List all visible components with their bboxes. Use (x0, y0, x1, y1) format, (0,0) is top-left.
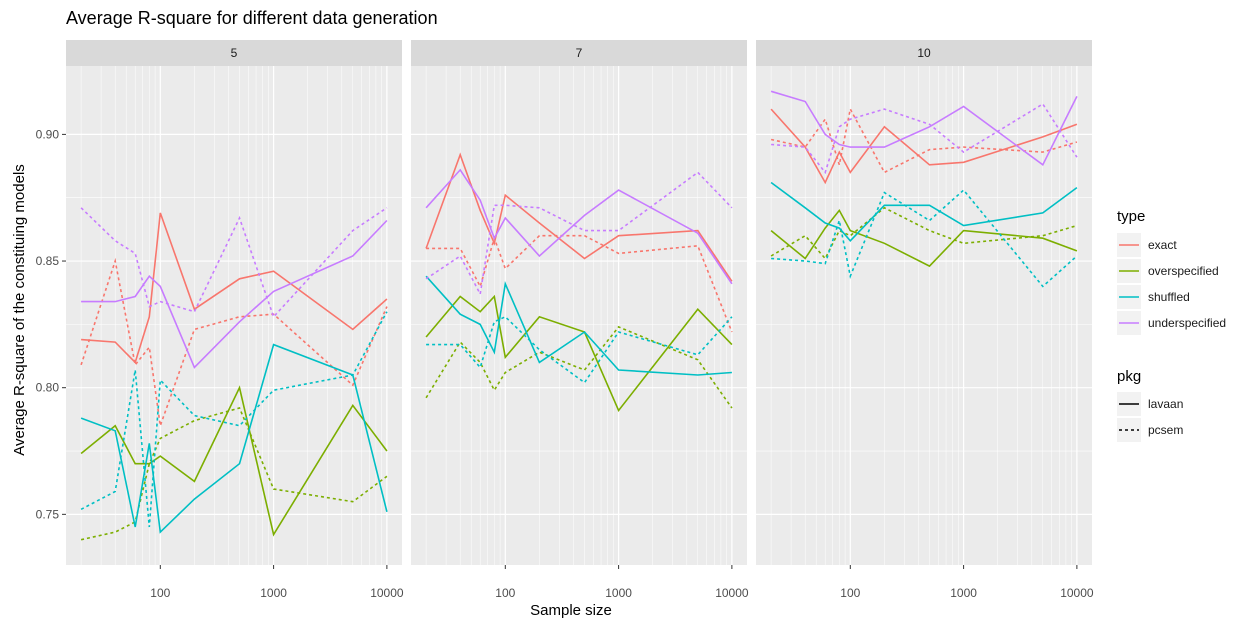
facet-strip-label: 7 (576, 46, 583, 60)
series-line-underspecified-lavaan (425, 168, 733, 285)
facet-strip (66, 40, 402, 66)
legend-item-pcsem: pcsem (1117, 418, 1183, 442)
y-tick-label: 0.75 (36, 507, 60, 521)
series-line-underspecified-pcsem (425, 171, 733, 297)
chart-title: Average R-square for different data gene… (66, 8, 438, 28)
y-tick-label: 0.80 (36, 381, 60, 395)
legend-pkg-title: pkg (1117, 368, 1141, 385)
x-tick-label: 10000 (1060, 586, 1094, 600)
panel-background (411, 66, 747, 565)
facet-strip (411, 40, 747, 66)
series-line-overspecified-lavaan (770, 208, 1078, 268)
x-tick-label: 10000 (715, 586, 749, 600)
series-line-exact-pcsem (426, 234, 733, 333)
series-line-exact-pcsem (80, 257, 388, 426)
legend-item-overspecified: overspecified (1117, 259, 1219, 283)
y-tick-label: 0.90 (36, 127, 60, 141)
series-line-exact-lavaan (81, 212, 388, 364)
series-line-shuffled-pcsem (426, 315, 733, 384)
y-axis-title: Average R-square of the constituing mode… (11, 164, 28, 456)
series-line-overspecified-pcsem (80, 407, 388, 541)
facet-strip (756, 40, 1092, 66)
legend-label: lavaan (1148, 397, 1183, 411)
legend-label: underspecified (1148, 316, 1226, 330)
facet-strip-label: 5 (231, 46, 238, 60)
facet-strip-label: 10 (917, 46, 931, 60)
series-line-underspecified-pcsem (80, 207, 388, 319)
series-line-overspecified-lavaan (425, 294, 733, 413)
legend-label: exact (1148, 238, 1177, 252)
series-line-overspecified-pcsem (425, 325, 733, 409)
legend-item-exact: exact (1117, 233, 1177, 257)
legend-item-shuffled: shuffled (1117, 285, 1190, 309)
legend-item-underspecified: underspecified (1117, 311, 1226, 335)
legend: type pkg exact overspecified shuffled under… (1117, 208, 1226, 442)
legend-label: overspecified (1148, 264, 1219, 278)
series-line-underspecified-pcsem (771, 102, 1078, 175)
legend-label: shuffled (1148, 290, 1190, 304)
series-line-shuffled-lavaan (80, 343, 388, 534)
series-line-exact-lavaan (770, 108, 1078, 185)
facet-panels: 5 100 1000 10000 0.75 0.80 0.85 0.90 7 100 1000 100… (36, 40, 1094, 600)
x-tick-label: 1000 (260, 586, 287, 600)
x-axis-title: Sample size (530, 602, 612, 619)
series-line-exact-lavaan (425, 152, 733, 282)
panel-background (756, 66, 1092, 565)
x-tick-label: 1000 (605, 586, 632, 600)
x-tick-label: 100 (840, 586, 860, 600)
x-tick-label: 100 (495, 586, 515, 600)
series-line-shuffled-pcsem (771, 188, 1078, 288)
legend-type-title: type (1117, 208, 1145, 225)
facet-panel-10: 10 100 1000 10000 (756, 40, 1094, 600)
x-tick-label: 10000 (370, 586, 404, 600)
series-line-shuffled-lavaan (770, 181, 1078, 242)
facet-panel-5: 5 100 1000 10000 0.75 0.80 0.85 0.90 (36, 40, 404, 600)
x-tick-label: 100 (150, 586, 170, 600)
legend-item-lavaan: lavaan (1117, 392, 1183, 416)
series-line-overspecified-lavaan (80, 385, 388, 537)
series-line-shuffled-lavaan (425, 275, 732, 376)
series-line-underspecified-lavaan (770, 90, 1078, 167)
panel-background (66, 66, 402, 565)
y-tick-label: 0.85 (36, 254, 60, 268)
x-tick-label: 1000 (950, 586, 977, 600)
facet-panel-7: 7 100 1000 10000 (411, 40, 749, 600)
legend-label: pcsem (1148, 423, 1183, 437)
